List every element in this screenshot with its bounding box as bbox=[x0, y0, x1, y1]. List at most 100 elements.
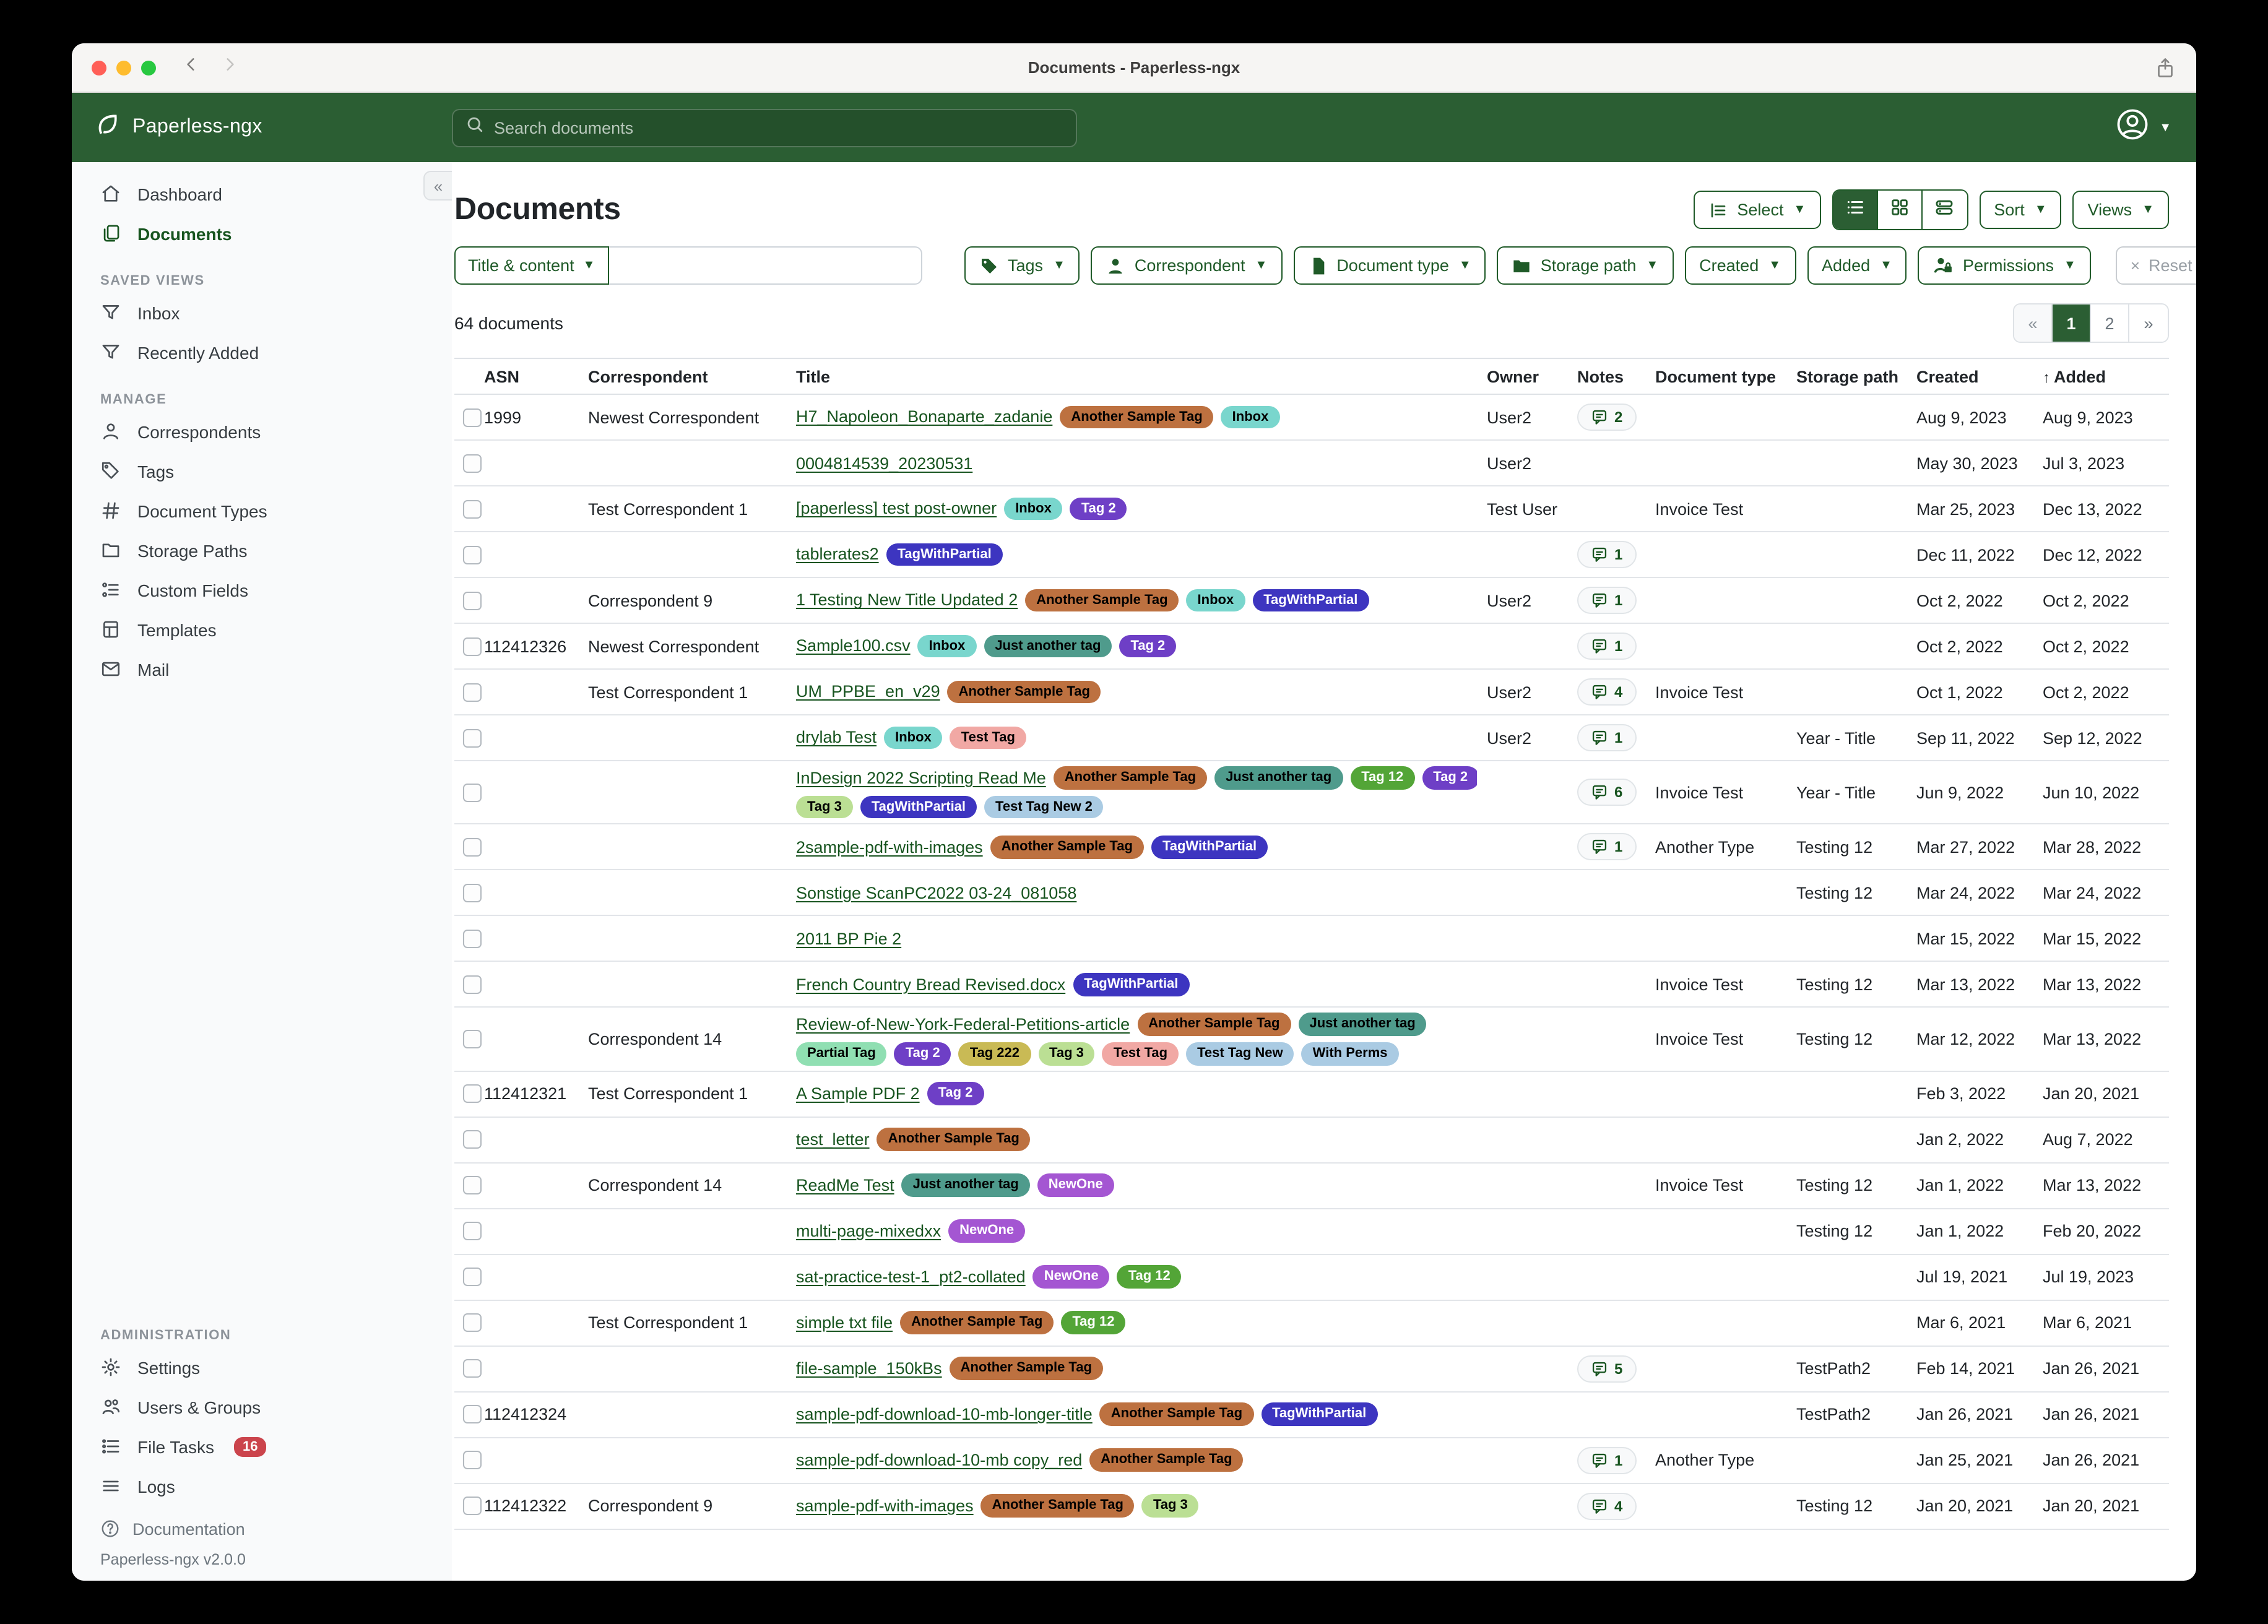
tag-pill[interactable]: TagWithPartial bbox=[886, 543, 1003, 566]
tag-pill[interactable]: Tag 12 bbox=[1117, 1265, 1182, 1289]
cell-storage-path[interactable]: Year - Title bbox=[1796, 783, 1876, 802]
reset-filters-button[interactable]: × Reset filters bbox=[2115, 246, 2196, 285]
tag-pill[interactable]: Tag 3 bbox=[1038, 1042, 1095, 1066]
detail-view-button[interactable] bbox=[1922, 191, 1967, 229]
document-title-link[interactable]: UM_PPBE_en_v29 bbox=[796, 682, 940, 701]
tag-pill[interactable]: Another Sample Tag bbox=[990, 835, 1144, 859]
sidebar-item-mail[interactable]: Mail bbox=[93, 650, 442, 689]
cell-correspondent[interactable]: Test Correspondent 1 bbox=[588, 499, 748, 518]
search-input[interactable] bbox=[494, 118, 1063, 137]
column-header-notes[interactable]: Notes bbox=[1577, 367, 1624, 386]
tag-pill[interactable]: Another Sample Tag bbox=[1060, 405, 1214, 429]
row-checkbox[interactable] bbox=[463, 728, 482, 747]
document-title-link[interactable]: H7_Napoleon_Bonaparte_zadanie bbox=[796, 407, 1053, 426]
tag-pill[interactable]: Another Sample Tag bbox=[1089, 1448, 1244, 1472]
document-title-link[interactable]: test_letter bbox=[796, 1130, 870, 1149]
sidebar-item-inbox[interactable]: Inbox bbox=[93, 293, 442, 333]
tag-pill[interactable]: TagWithPartial bbox=[1151, 835, 1268, 859]
row-checkbox[interactable] bbox=[463, 1359, 482, 1378]
sidebar-item-document-types[interactable]: Document Types bbox=[93, 491, 442, 531]
tag-pill[interactable]: Test Tag New bbox=[1186, 1042, 1294, 1066]
row-checkbox[interactable] bbox=[463, 1084, 482, 1104]
tag-pill[interactable]: TagWithPartial bbox=[1073, 972, 1190, 996]
tag-pill[interactable]: Inbox bbox=[1004, 497, 1063, 520]
tag-pill[interactable]: Another Sample Tag bbox=[1053, 766, 1208, 790]
cell-correspondent[interactable]: Newest Correspondent bbox=[588, 637, 760, 655]
document-title-link[interactable]: file-sample_150kBs bbox=[796, 1359, 942, 1378]
document-title-link[interactable]: A Sample PDF 2 bbox=[796, 1084, 920, 1104]
tag-pill[interactable]: Tag 12 bbox=[1350, 766, 1415, 790]
cell-storage-path[interactable]: Testing 12 bbox=[1796, 883, 1873, 902]
cell-document-type[interactable]: Another Type bbox=[1655, 837, 1755, 857]
sort-button[interactable]: Sort ▼ bbox=[1979, 191, 2062, 229]
pagination-next[interactable]: » bbox=[2129, 304, 2168, 342]
notes-badge[interactable]: 1 bbox=[1577, 541, 1637, 568]
cell-document-type[interactable]: Invoice Test bbox=[1655, 1176, 1744, 1195]
cell-storage-path[interactable]: Testing 12 bbox=[1796, 1176, 1873, 1195]
tag-pill[interactable]: Just another tag bbox=[1298, 1013, 1427, 1036]
sidebar-item-storage-paths[interactable]: Storage Paths bbox=[93, 531, 442, 571]
minimize-window-button[interactable] bbox=[116, 60, 131, 75]
pagination-page-1[interactable]: 1 bbox=[2053, 304, 2091, 342]
notes-badge[interactable]: 1 bbox=[1577, 587, 1637, 614]
cell-correspondent[interactable]: Correspondent 14 bbox=[588, 1029, 722, 1048]
tag-pill[interactable]: Tag 2 bbox=[1070, 497, 1127, 520]
row-checkbox[interactable] bbox=[463, 1130, 482, 1149]
grid-view-button[interactable] bbox=[1877, 191, 1923, 229]
cell-storage-path[interactable]: Testing 12 bbox=[1796, 1029, 1873, 1048]
row-checkbox[interactable] bbox=[463, 591, 482, 610]
storage-path-filter-button[interactable]: Storage path ▼ bbox=[1497, 246, 1674, 285]
global-search[interactable] bbox=[452, 108, 1077, 147]
tag-pill[interactable]: NewOne bbox=[948, 1219, 1026, 1243]
notes-badge[interactable]: 6 bbox=[1577, 779, 1637, 806]
tag-pill[interactable]: Tag 2 bbox=[894, 1042, 951, 1066]
sidebar-collapse-button[interactable]: « bbox=[423, 171, 452, 201]
row-checkbox[interactable] bbox=[463, 499, 482, 518]
document-title-link[interactable]: 2011 BP Pie 2 bbox=[796, 929, 902, 948]
cell-storage-path[interactable]: Testing 12 bbox=[1796, 975, 1873, 994]
notes-badge[interactable]: 1 bbox=[1577, 633, 1637, 660]
tag-pill[interactable]: Tag 2 bbox=[1119, 634, 1177, 658]
tag-pill[interactable]: Another Sample Tag bbox=[1025, 589, 1179, 612]
row-checkbox[interactable] bbox=[463, 454, 482, 472]
tag-pill[interactable]: Just another tag bbox=[901, 1173, 1030, 1197]
notes-badge[interactable]: 1 bbox=[1577, 1446, 1637, 1474]
tag-pill[interactable]: Another Sample Tag bbox=[1099, 1402, 1254, 1426]
document-title-link[interactable]: sat-practice-test-1_pt2-collated bbox=[796, 1268, 1026, 1287]
tag-pill[interactable]: Tag 2 bbox=[1422, 766, 1477, 790]
tag-pill[interactable]: TagWithPartial bbox=[860, 795, 977, 819]
cell-document-type[interactable]: Invoice Test bbox=[1655, 975, 1744, 994]
tag-pill[interactable]: NewOne bbox=[1032, 1265, 1110, 1289]
sidebar-item-templates[interactable]: Templates bbox=[93, 610, 442, 650]
document-type-filter-button[interactable]: Document type ▼ bbox=[1293, 246, 1486, 285]
sidebar-item-correspondents[interactable]: Correspondents bbox=[93, 412, 442, 452]
select-button[interactable]: Select ▼ bbox=[1694, 191, 1821, 229]
column-header-added[interactable]: ↑ Added bbox=[2043, 367, 2106, 386]
document-title-link[interactable]: Sonstige ScanPC2022 03-24_081058 bbox=[796, 883, 1077, 902]
tag-pill[interactable]: Tag 3 bbox=[1141, 1494, 1199, 1518]
tag-pill[interactable]: Another Sample Tag bbox=[980, 1494, 1135, 1518]
document-title-link[interactable]: 1 Testing New Title Updated 2 bbox=[796, 590, 1018, 610]
row-checkbox[interactable] bbox=[463, 929, 482, 948]
cell-storage-path[interactable]: TestPath2 bbox=[1796, 1359, 1871, 1378]
sidebar-item-custom-fields[interactable]: Custom Fields bbox=[93, 571, 442, 610]
row-checkbox[interactable] bbox=[463, 637, 482, 655]
document-title-link[interactable]: Review-of-New-York-Federal-Petitions-art… bbox=[796, 1015, 1130, 1034]
notes-badge[interactable]: 4 bbox=[1577, 678, 1637, 706]
tag-pill[interactable]: Test Tag New 2 bbox=[984, 795, 1104, 819]
document-title-link[interactable]: sample-pdf-download-10-mb copy_red bbox=[796, 1451, 1083, 1470]
tag-pill[interactable]: Another Sample Tag bbox=[1137, 1013, 1291, 1036]
sidebar-item-settings[interactable]: Settings bbox=[93, 1348, 442, 1388]
notes-badge[interactable]: 1 bbox=[1577, 724, 1637, 751]
title-content-input[interactable] bbox=[608, 246, 922, 285]
cell-document-type[interactable]: Invoice Test bbox=[1655, 783, 1744, 802]
row-checkbox[interactable] bbox=[463, 408, 482, 426]
cell-storage-path[interactable]: Testing 12 bbox=[1796, 1497, 1873, 1516]
title-content-dropdown[interactable]: Title & content ▼ bbox=[454, 246, 609, 285]
row-checkbox[interactable] bbox=[463, 1451, 482, 1470]
sidebar-item-users-groups[interactable]: Users & Groups bbox=[93, 1388, 442, 1427]
notes-badge[interactable]: 1 bbox=[1577, 833, 1637, 861]
column-header-correspondent[interactable]: Correspondent bbox=[588, 367, 708, 386]
tag-pill[interactable]: Tag 12 bbox=[1061, 1311, 1126, 1334]
correspondent-filter-button[interactable]: Correspondent ▼ bbox=[1091, 246, 1283, 285]
